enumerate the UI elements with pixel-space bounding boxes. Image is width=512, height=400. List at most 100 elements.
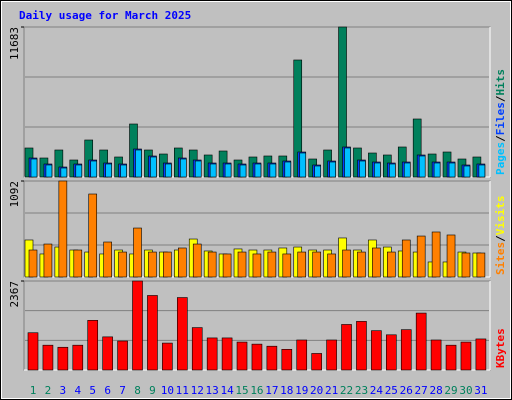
bar [148, 251, 157, 278]
bar [282, 253, 292, 278]
bar [372, 247, 381, 278]
bar [221, 337, 233, 371]
bar [251, 343, 263, 371]
bar [75, 164, 83, 178]
x-tick-label: 19 [295, 384, 308, 397]
bar [267, 251, 277, 278]
bar [27, 332, 39, 371]
bar [386, 334, 397, 371]
bar [209, 163, 217, 178]
legend: KBytes [494, 328, 507, 368]
x-tick-label: 24 [370, 384, 384, 397]
chart-title: Daily usage for March 2025 [19, 9, 191, 22]
bar [387, 251, 396, 278]
bar [403, 162, 411, 178]
x-tick-label: 25 [385, 384, 398, 397]
bar [463, 165, 471, 178]
bar [430, 339, 442, 371]
x-tick-label: 26 [400, 384, 413, 397]
bar [73, 249, 83, 278]
bar [296, 339, 308, 371]
bar [314, 165, 321, 178]
x-tick-label: 10 [161, 384, 174, 397]
bar [371, 330, 382, 371]
bar [418, 155, 426, 178]
bar [194, 160, 202, 178]
bar [178, 247, 187, 278]
y-tick-label: 1092 [8, 181, 21, 208]
bar [222, 253, 232, 278]
legend-separator: / [494, 235, 507, 242]
x-tick-label: 2 [45, 384, 52, 397]
legend-separator: / [494, 135, 507, 142]
bar [206, 337, 218, 371]
bar [416, 235, 426, 278]
x-tick-label: 15 [235, 384, 248, 397]
bar [165, 163, 172, 178]
bar [311, 353, 322, 371]
bar [281, 349, 293, 371]
bar [207, 251, 217, 278]
bar [133, 227, 142, 278]
x-tick-label: 31 [474, 384, 487, 397]
bar [297, 251, 307, 278]
legend: Pages/Files/Hits [494, 69, 507, 175]
bar [448, 162, 456, 178]
bar [180, 158, 187, 178]
x-tick-label: 8 [134, 384, 141, 397]
bar [87, 320, 99, 371]
legend-entry: Sites [494, 242, 507, 275]
bar [88, 193, 98, 278]
legend: Sites/Visits [494, 196, 507, 276]
bar [299, 152, 307, 178]
bar [344, 147, 351, 178]
bar [400, 329, 412, 371]
bar [359, 160, 366, 178]
bar [162, 342, 173, 371]
legend-entry: Hits [494, 69, 507, 96]
bar [191, 327, 203, 371]
bar [239, 164, 247, 178]
x-tick-label: 28 [429, 384, 442, 397]
bar [356, 321, 367, 371]
bar [30, 158, 38, 178]
bar [476, 252, 486, 278]
bar [446, 234, 456, 278]
bar [284, 161, 292, 178]
bar [460, 341, 472, 371]
bar [43, 243, 53, 278]
bar [60, 167, 68, 178]
bar [433, 162, 441, 178]
bar [401, 239, 411, 278]
bar [58, 180, 68, 278]
bar [478, 164, 486, 178]
x-tick-label: 27 [415, 384, 428, 397]
bar [42, 344, 54, 371]
x-tick-label: 14 [220, 384, 234, 397]
bar [341, 324, 352, 371]
bar [269, 163, 277, 178]
bar [102, 336, 113, 371]
x-tick-label: 9 [149, 384, 156, 397]
x-tick-label: 11 [176, 384, 189, 397]
x-tick-label: 23 [355, 384, 368, 397]
bar [342, 249, 351, 278]
x-tick-label: 4 [74, 384, 81, 397]
x-tick-label: 29 [444, 384, 457, 397]
x-tick-label: 7 [119, 384, 126, 397]
x-tick-label: 30 [459, 384, 472, 397]
bar [252, 253, 262, 278]
legend-separator: / [494, 95, 507, 102]
x-tick-label: 16 [250, 384, 263, 397]
bar [147, 295, 158, 371]
x-tick-label: 6 [104, 384, 111, 397]
bar [236, 341, 248, 371]
bar [329, 161, 336, 178]
x-tick-label: 18 [280, 384, 293, 397]
x-tick-label: 17 [265, 384, 278, 397]
y-tick-label: 2367 [8, 281, 21, 308]
bar [224, 163, 232, 178]
bar [237, 251, 247, 278]
legend-entry: Pages [494, 142, 507, 175]
